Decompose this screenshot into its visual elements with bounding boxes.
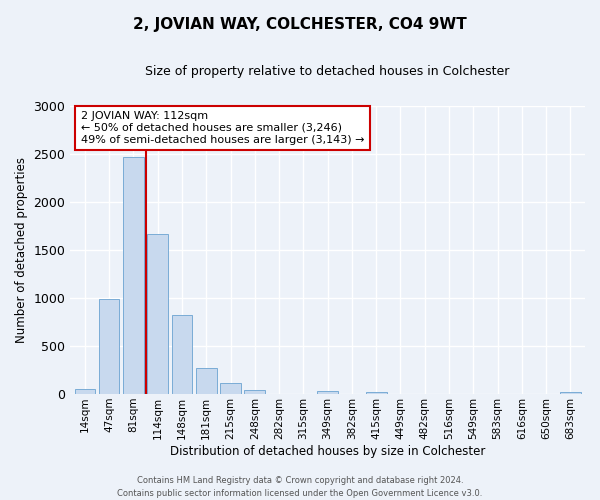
Bar [244, 390, 265, 394]
X-axis label: Distribution of detached houses by size in Colchester: Distribution of detached houses by size … [170, 444, 485, 458]
Bar [560, 392, 581, 394]
Bar [196, 368, 217, 394]
Bar [220, 382, 241, 394]
Bar [317, 391, 338, 394]
Title: Size of property relative to detached houses in Colchester: Size of property relative to detached ho… [145, 65, 510, 78]
Bar [366, 392, 386, 394]
Bar [172, 315, 192, 394]
Text: 2, JOVIAN WAY, COLCHESTER, CO4 9WT: 2, JOVIAN WAY, COLCHESTER, CO4 9WT [133, 18, 467, 32]
Y-axis label: Number of detached properties: Number of detached properties [15, 157, 28, 343]
Bar [74, 389, 95, 394]
Bar [148, 234, 168, 394]
Bar [123, 158, 144, 394]
Text: Contains HM Land Registry data © Crown copyright and database right 2024.
Contai: Contains HM Land Registry data © Crown c… [118, 476, 482, 498]
Text: 2 JOVIAN WAY: 112sqm
← 50% of detached houses are smaller (3,246)
49% of semi-de: 2 JOVIAN WAY: 112sqm ← 50% of detached h… [80, 112, 364, 144]
Bar [99, 299, 119, 394]
